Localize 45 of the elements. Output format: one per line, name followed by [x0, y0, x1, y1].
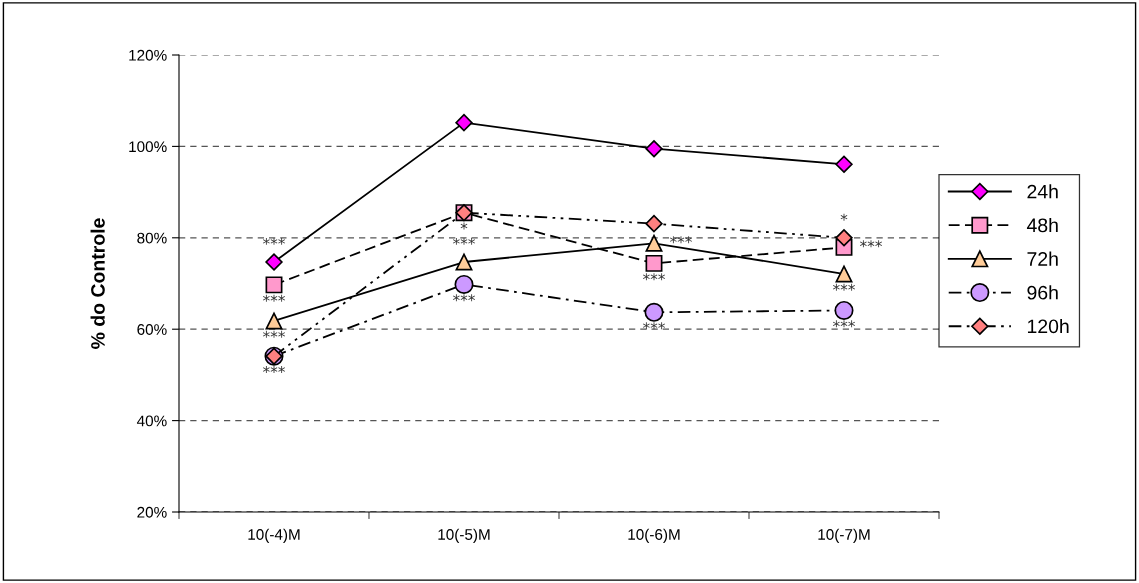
point [454, 274, 474, 294]
y-tick-label: 100% [129, 141, 167, 153]
point [645, 139, 663, 158]
annotation: *** [833, 320, 855, 328]
point [455, 113, 473, 132]
point [835, 155, 853, 173]
annotation: *** [670, 236, 692, 244]
x-tick-label: 10(-7)M [818, 528, 870, 543]
annotation: *** [833, 283, 855, 291]
annotation: *** [263, 237, 285, 245]
point [834, 300, 854, 320]
point [835, 265, 853, 283]
point [645, 234, 663, 252]
y-axis-title: % do Controle [90, 218, 105, 349]
point [455, 253, 473, 271]
annotation: *** [263, 366, 285, 374]
point [644, 302, 664, 322]
legend-label: 48h [1026, 217, 1058, 233]
y-tick-label: 80% [137, 232, 167, 244]
point [645, 214, 663, 233]
x-tick-label: 10(-4)M [248, 528, 300, 543]
point [265, 276, 283, 294]
legend-label: 72h [1027, 251, 1058, 266]
annotation: *** [263, 294, 285, 302]
annotation: * [840, 213, 848, 221]
point [835, 229, 853, 247]
y-tick-label: 60% [137, 324, 167, 335]
annotation: *** [263, 330, 285, 338]
point [265, 253, 283, 271]
x-tick-label: 10(-5)M [438, 528, 490, 543]
legend-label: 96h [1027, 285, 1058, 300]
annotation: *** [643, 322, 665, 330]
annotation: *** [643, 273, 665, 281]
point [265, 312, 283, 330]
annotation: *** [453, 237, 475, 245]
x-tick-label: 10(-6)M [628, 528, 680, 543]
legend-label: 120h [1027, 318, 1069, 334]
annotation: *** [453, 294, 475, 302]
point [645, 254, 663, 272]
y-tick-label: 120% [129, 49, 167, 61]
annotation: * [460, 222, 468, 230]
annotation: *** [860, 240, 882, 248]
legend-label: 24h [1027, 184, 1058, 199]
y-tick-label: 20% [137, 506, 167, 518]
y-tick-label: 40% [136, 415, 167, 427]
